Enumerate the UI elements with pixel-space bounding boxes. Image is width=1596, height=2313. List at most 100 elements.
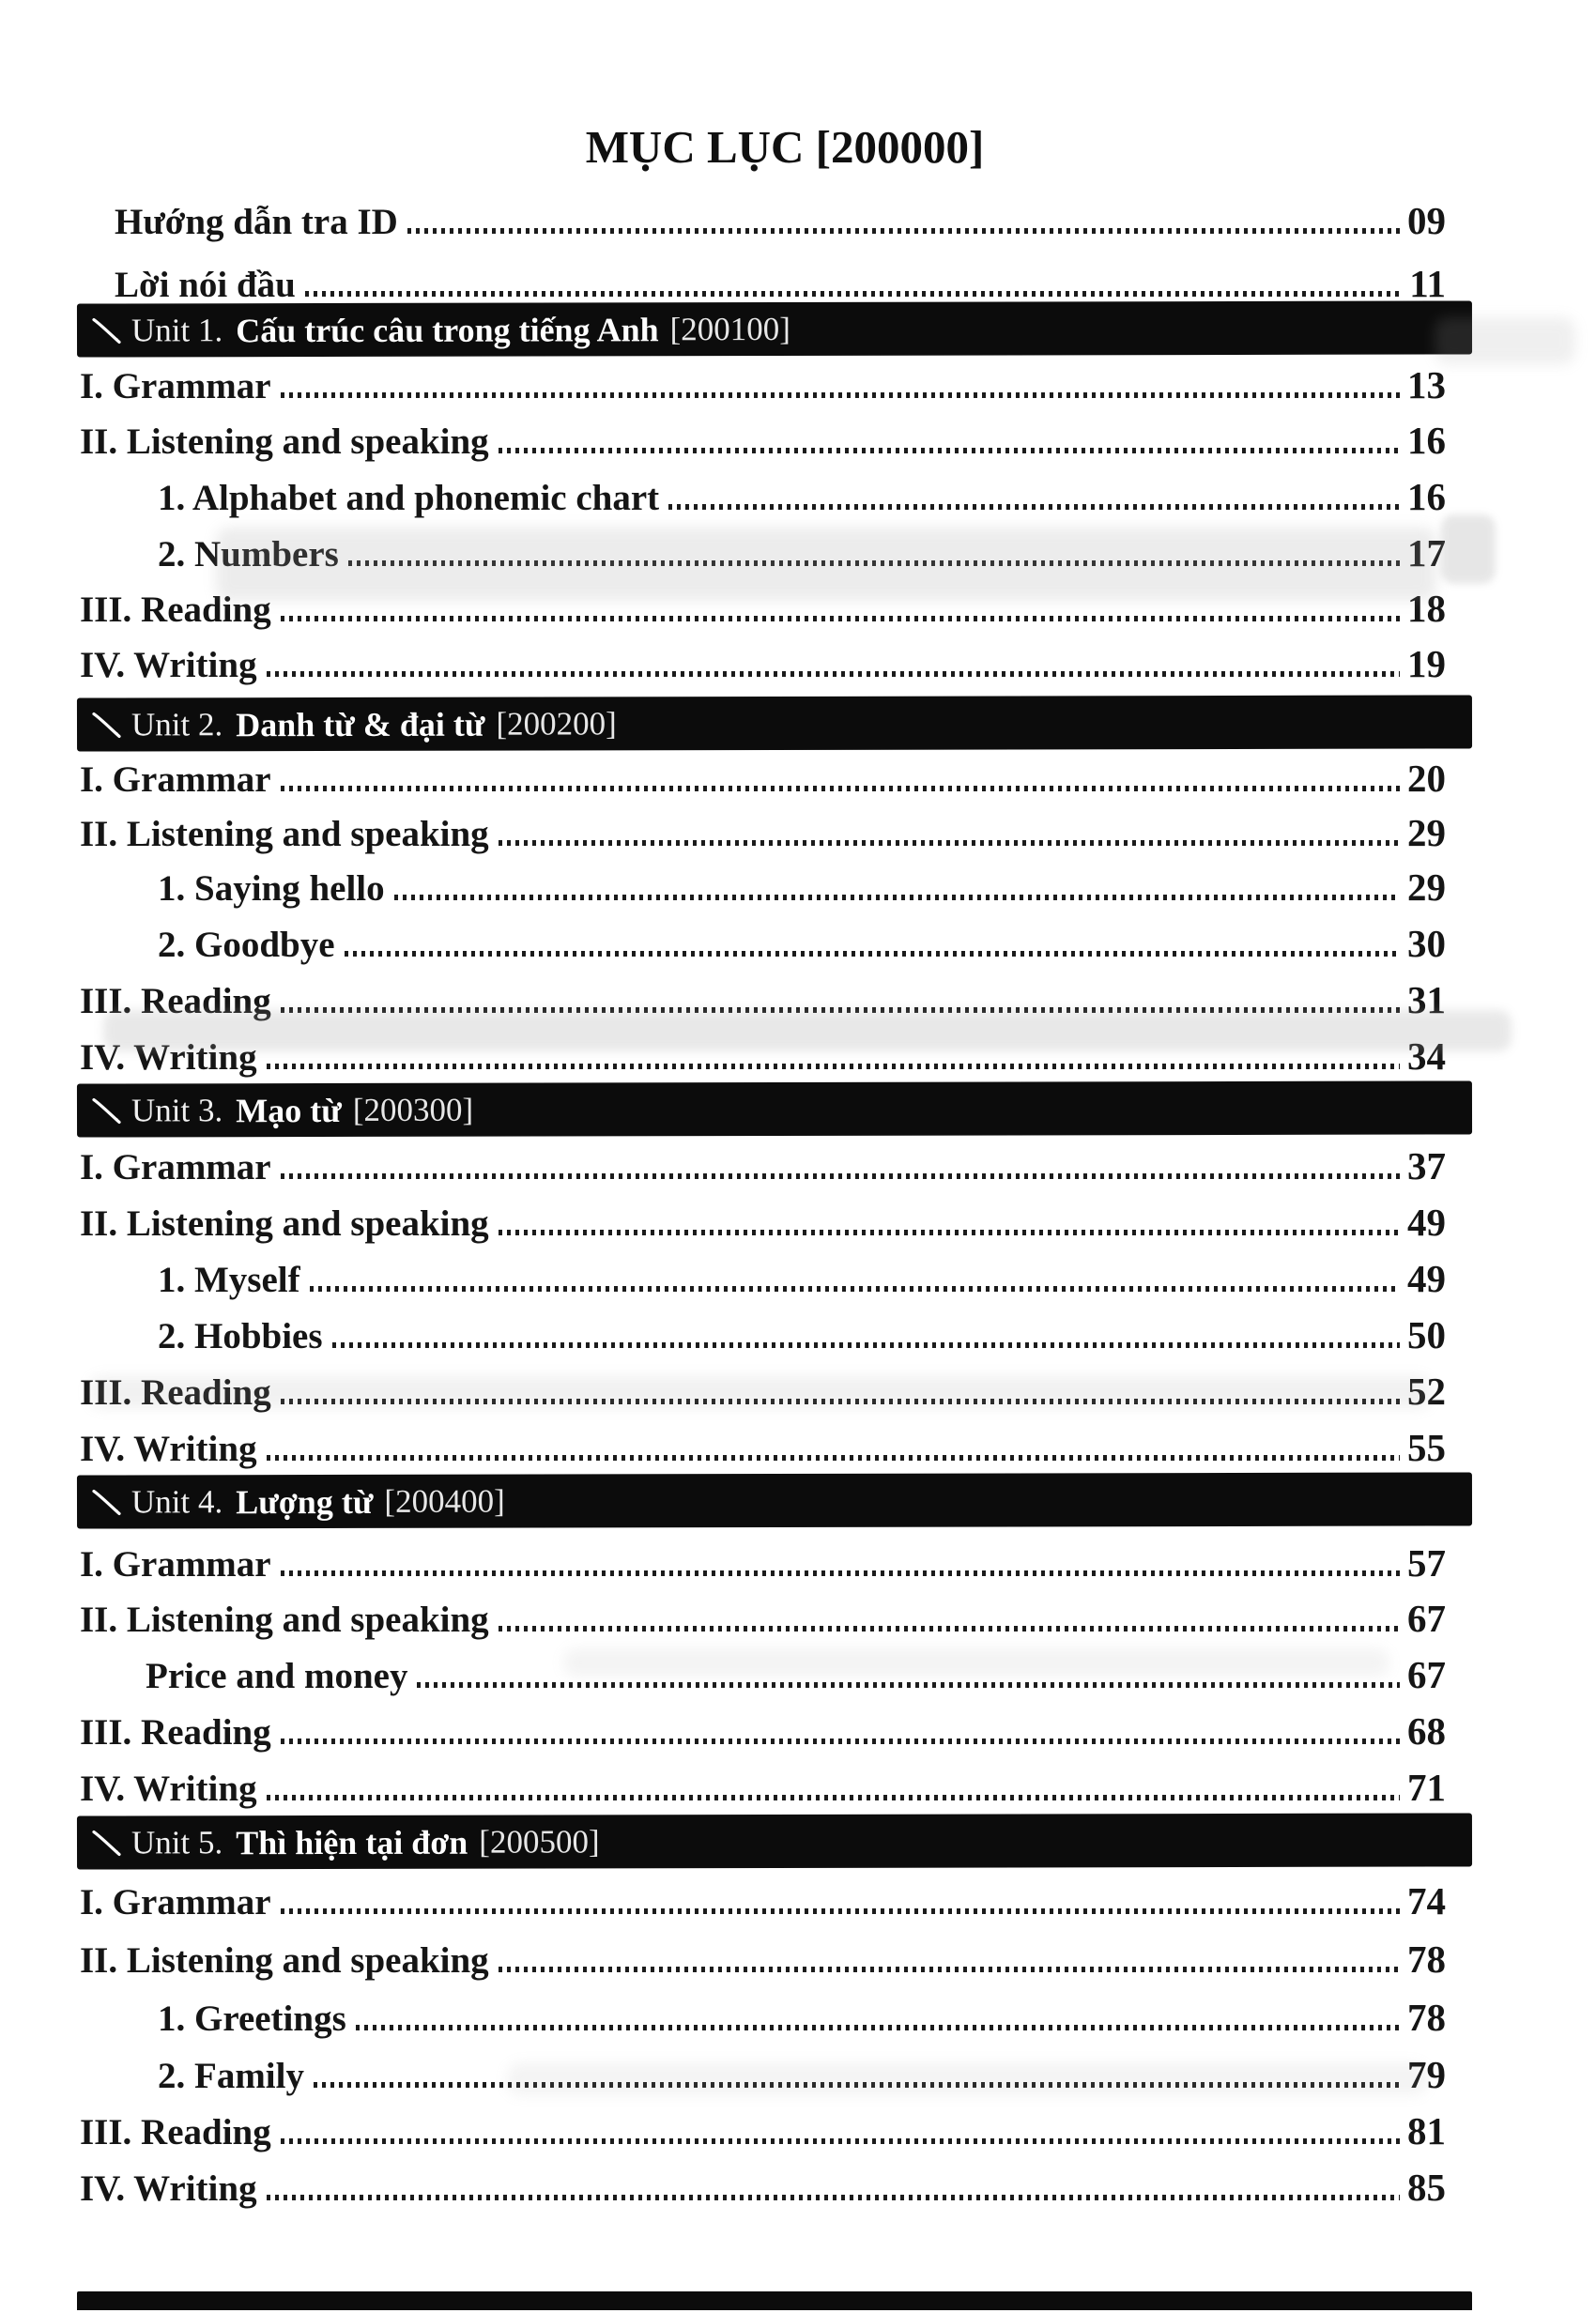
entry-label: IV. Writing — [80, 2168, 257, 2209]
page-number: 55 — [1407, 1426, 1446, 1469]
dot-leader — [331, 1342, 1400, 1348]
unit-number-label: Unit 2. — [130, 706, 223, 743]
page-number: 09 — [1407, 199, 1446, 242]
entry-label: 1. Saying hello — [158, 868, 385, 909]
entry-label: III. Reading — [80, 2112, 271, 2152]
entry-label: 1. Alphabet and phonemic chart — [158, 478, 660, 518]
entry-label: Lời nói đầu — [115, 265, 296, 305]
toc-entry: IV. Writing 55 — [80, 1426, 1446, 1469]
toc-entry: I. Grammar 13 — [80, 363, 1446, 406]
dot-leader — [393, 895, 1400, 900]
entry-label: IV. Writing — [80, 1769, 257, 1809]
dot-leader — [344, 951, 1400, 957]
dot-leader — [280, 1739, 1400, 1744]
dot-leader — [498, 448, 1400, 453]
toc-entry: III. Reading 31 — [80, 978, 1446, 1021]
toc-entry: IV. Writing 19 — [80, 642, 1446, 685]
toc-entry: 2. Numbers 17 — [158, 531, 1446, 574]
page-number: 67 — [1407, 1597, 1446, 1640]
entry-label: II. Listening and speaking — [80, 1203, 489, 1244]
entry-label: III. Reading — [80, 981, 271, 1021]
page-title: MỤC LỤC [200000] — [585, 121, 985, 173]
toc-entry: 1. Alphabet and phonemic chart 16 — [158, 475, 1446, 518]
entry-label: II. Listening and speaking — [80, 421, 489, 462]
page-number: 52 — [1407, 1370, 1446, 1413]
dot-leader — [266, 2195, 1400, 2200]
page-number: 49 — [1407, 1257, 1446, 1300]
page-number: 71 — [1407, 1766, 1446, 1809]
toc-entry: IV. Writing 34 — [80, 1034, 1446, 1078]
toc-entry: Lời nói đầu 11 — [115, 262, 1446, 305]
dot-leader — [407, 228, 1400, 234]
dot-leader — [280, 1173, 1400, 1179]
entry-label: 2. Numbers — [158, 534, 339, 574]
page-number: 11 — [1409, 262, 1446, 305]
unit-title: Thì hiện tại đơn — [236, 1823, 468, 1861]
entry-label: II. Listening and speaking — [80, 1940, 489, 1981]
dot-leader — [668, 504, 1400, 510]
scan-smudge — [1441, 514, 1496, 584]
toc-entry: 1. Myself 49 — [158, 1257, 1446, 1300]
toc-entry: IV. Writing 85 — [80, 2166, 1446, 2209]
unit-header-bar: Unit 4. Lượng từ [200400] — [76, 1472, 1473, 1529]
toc-entry: III. Reading 81 — [80, 2109, 1446, 2152]
toc-entry: 2. Family 79 — [158, 2053, 1446, 2096]
unit-title: Mạo từ — [236, 1091, 342, 1129]
toc-entry: 2. Goodbye 30 — [158, 922, 1446, 965]
unit-title: Cấu trúc câu trong tiếng Anh — [236, 310, 659, 349]
dot-leader — [498, 1230, 1400, 1235]
dot-leader — [313, 2082, 1400, 2088]
page-number: 67 — [1407, 1653, 1446, 1696]
dot-leader — [280, 2138, 1400, 2144]
dot-leader — [498, 1626, 1400, 1631]
page-number: 29 — [1407, 865, 1446, 909]
toc-entry: 2. Hobbies 50 — [158, 1313, 1446, 1356]
unit-number-label: Unit 4. — [130, 1483, 223, 1521]
page-number: 18 — [1407, 587, 1446, 630]
page-number: 85 — [1407, 2166, 1446, 2209]
unit-header-bar: Unit 1. Cấu trúc câu trong tiếng Anh [2001… — [76, 300, 1473, 358]
unit-id-code: [200200] — [496, 705, 617, 743]
entry-label: 2. Goodbye — [158, 925, 335, 965]
toc-entry: Price and money 67 — [146, 1653, 1446, 1696]
dot-leader — [280, 616, 1400, 621]
toc-entry: II. Listening and speaking 49 — [80, 1201, 1446, 1244]
page-number: 19 — [1407, 642, 1446, 685]
unit-number-label: Unit 5. — [130, 1824, 223, 1861]
entry-label: IV. Writing — [80, 1037, 257, 1078]
unit-number-label: Unit 1. — [130, 312, 223, 349]
page-number: 20 — [1407, 757, 1446, 800]
dot-leader — [355, 2025, 1400, 2030]
toc-entry: II. Listening and speaking 16 — [80, 419, 1446, 462]
page-number: 16 — [1407, 475, 1446, 518]
dot-leader — [309, 1286, 1400, 1292]
dot-leader — [280, 1908, 1400, 1914]
entry-label: I. Grammar — [80, 366, 271, 406]
unit-id-code: [200300] — [352, 1091, 474, 1128]
page-number: 74 — [1407, 1879, 1446, 1922]
toc-entry: II. Listening and speaking 78 — [80, 1938, 1446, 1981]
dot-leader — [304, 291, 1403, 297]
unit-id-code: [200100] — [669, 310, 790, 348]
dot-leader — [280, 1007, 1400, 1013]
entry-label: I. Grammar — [80, 1147, 271, 1187]
dot-leader — [266, 1455, 1400, 1461]
dot-leader — [347, 560, 1400, 566]
entry-label: I. Grammar — [80, 759, 271, 800]
dot-leader — [498, 1967, 1400, 1972]
page-number: 79 — [1407, 2053, 1446, 2096]
entry-label: I. Grammar — [80, 1882, 271, 1922]
toc-entry: III. Reading 18 — [80, 587, 1446, 630]
dot-leader — [266, 671, 1400, 677]
page-number: 50 — [1407, 1313, 1446, 1356]
page-number: 17 — [1407, 531, 1446, 574]
toc-entry: II. Listening and speaking 67 — [80, 1597, 1446, 1640]
page-number: 29 — [1407, 811, 1446, 854]
entry-label: Hướng dẫn tra ID — [115, 202, 398, 242]
entry-label: 1. Greetings — [158, 1999, 346, 2039]
toc-entry: Hướng dẫn tra ID 09 — [115, 199, 1446, 242]
pen-stroke-icon — [90, 1826, 124, 1860]
toc-entry: II. Listening and speaking 29 — [80, 811, 1446, 854]
pen-stroke-icon — [90, 708, 124, 742]
pen-stroke-icon — [90, 1094, 124, 1127]
